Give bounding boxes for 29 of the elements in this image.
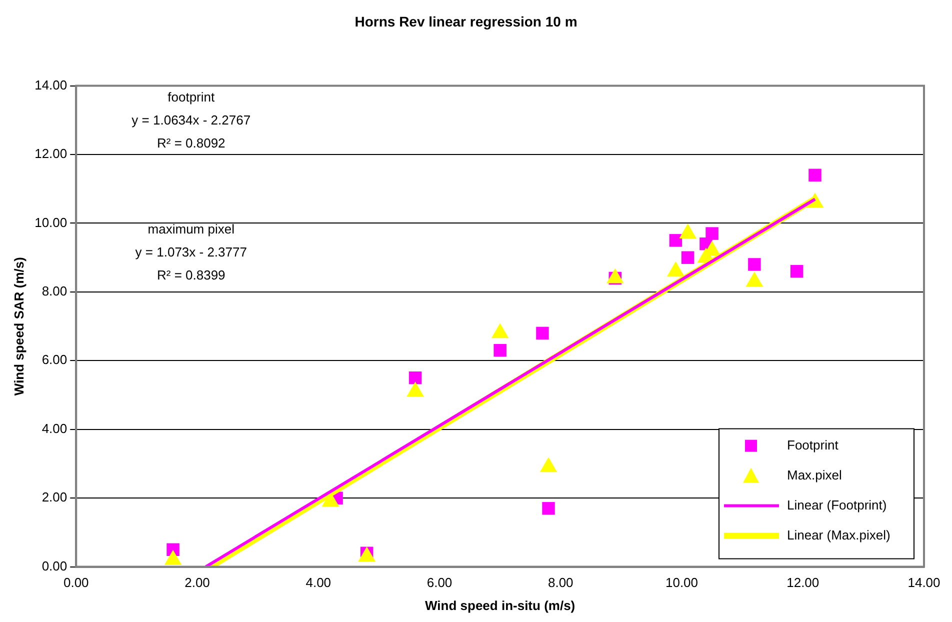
y-tick-label: 10.00 (34, 214, 68, 230)
y-tick-label: 4.00 (42, 420, 68, 436)
annotation: R² = 0.8399 (156, 267, 226, 282)
x-axis-title: Wind speed in-situ (m/s) (425, 598, 576, 613)
annotation: y = 1.0634x - 2.2767 (132, 112, 251, 128)
annotation: maximum pixel (148, 221, 235, 236)
y-tick-label: 14.00 (34, 77, 68, 92)
x-tick-label: 0.00 (63, 575, 89, 590)
x-tick-label: 2.00 (184, 575, 210, 590)
annotation: footprint (168, 89, 215, 104)
x-tick-label: 14.00 (908, 575, 940, 590)
y-tick-label: 12.00 (34, 146, 68, 162)
legend-label: Linear (Max.pixel) (787, 527, 890, 542)
y-axis-title: Wind speed SAR (m/s) (11, 257, 26, 396)
x-tick-label: 8.00 (548, 575, 574, 590)
annotation: y = 1.073x - 2.3777 (135, 244, 247, 260)
chart-title: Horns Rev linear regression 10 m (354, 13, 578, 30)
annotation: R² = 0.8092 (156, 135, 226, 150)
legend-label: Footprint (787, 437, 839, 452)
x-tick-label: 10.00 (665, 575, 698, 590)
y-tick-label: 8.00 (42, 284, 68, 299)
y-tick-label: 0.00 (42, 558, 68, 574)
y-tick-label: 2.00 (42, 490, 68, 505)
legend-label: Linear (Footprint) (787, 497, 887, 512)
legend-label: Max.pixel (787, 467, 842, 482)
x-tick-label: 6.00 (426, 575, 452, 590)
x-tick-label: 4.00 (306, 575, 332, 590)
x-tick-label: 12.00 (786, 575, 820, 590)
y-tick-label: 6.00 (42, 352, 68, 368)
